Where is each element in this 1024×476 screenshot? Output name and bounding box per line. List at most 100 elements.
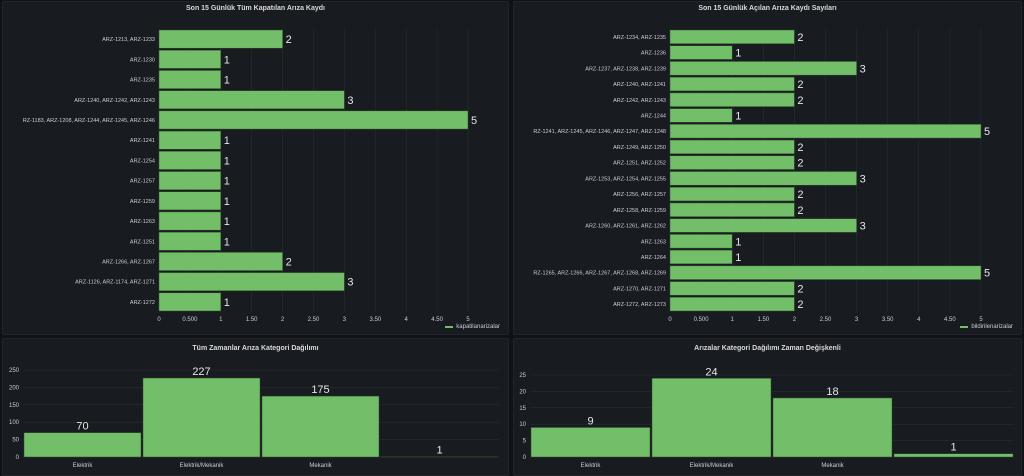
legend-label: kapatilanarizalar: [456, 324, 500, 330]
category-label: ARZ-1237, ARZ-1238, ARZ-1239: [585, 66, 666, 72]
category-label: ARZ-1236: [641, 51, 666, 57]
data-label: 1: [735, 48, 741, 60]
panel-closed-faults: Son 15 Günlük Tüm Kapatılan Arıza Kaydı …: [2, 1, 509, 335]
data-label: 2: [797, 189, 803, 201]
legend[interactable]: bildirilenarizalar: [960, 324, 1013, 330]
bar: [158, 29, 283, 49]
data-label: 2: [797, 158, 803, 170]
bar: [669, 218, 857, 233]
data-label: 1: [224, 135, 230, 147]
opened-faults-bar-chart: 0 0.500 1 1.50 2 2.50 3 3.50 4 4.50 5 ARZ-1234, ARZ…: [533, 29, 990, 323]
panel-title[interactable]: Son 15 Günlük Tüm Kapatılan Arıza Kaydı: [186, 5, 325, 12]
x-tick-label: 3: [855, 317, 859, 323]
category-label: ARZ-1263: [130, 219, 155, 225]
data-label: 5: [471, 115, 477, 127]
y-tick-label: 10: [519, 422, 526, 428]
data-label: 1: [735, 236, 741, 248]
data-label: 227: [192, 366, 210, 378]
x-tick-label: 1.50: [246, 317, 258, 323]
category-label: Elektrik/Mekanik: [690, 463, 735, 469]
bar: [142, 377, 261, 458]
bar: [772, 397, 893, 458]
category-label: RZ-1265, ARZ-1266, ARZ-1267, ARZ-1268, A…: [533, 271, 666, 277]
data-label: 2: [797, 142, 803, 154]
bar: [669, 297, 795, 312]
bar: [669, 124, 982, 139]
data-label: 2: [286, 256, 292, 268]
x-tick-label: 2: [793, 317, 797, 323]
category-label: ARZ-1254: [130, 158, 155, 164]
bar: [158, 231, 222, 251]
x-tick-label: 2.50: [820, 317, 832, 323]
category-label: ARZ-1230: [130, 57, 155, 63]
bar: [669, 155, 795, 170]
y-tick-label: 150: [9, 403, 20, 409]
category-label: ARZ-1126, ARZ-1174, ARZ-1271: [75, 280, 155, 286]
category-label: ARZ-1266, ARZ-1267: [102, 259, 155, 265]
bar: [669, 29, 795, 44]
closed-faults-bar-chart: 0 0.500 1 1.50 2 2.50 3 3.50 4 4.50 5 ARZ-1213, ARZ…: [23, 29, 477, 323]
x-tick-label: 4.50: [944, 317, 956, 323]
bar: [669, 281, 795, 296]
y-tick-label: 250: [9, 368, 20, 374]
bar: [158, 110, 469, 130]
x-tick-label: 4: [917, 317, 921, 323]
data-label: 9: [587, 415, 593, 427]
panel-title[interactable]: Tüm Zamanlar Arıza Kategori Dağılımı: [192, 345, 319, 352]
data-label: 1: [950, 442, 956, 454]
bar: [669, 61, 857, 76]
category-label: ARZ-1256, ARZ-1257: [613, 192, 666, 198]
category-label: ARZ-1242, ARZ-1243: [613, 98, 666, 104]
y-tick-label: 20: [519, 389, 526, 395]
y-tick-label: 0: [16, 455, 20, 461]
data-label: 3: [860, 63, 866, 75]
category-label: ARZ-1272: [130, 300, 155, 306]
data-label: 1: [224, 216, 230, 228]
category-label: ARZ-1253, ARZ-1254, ARZ-1255: [585, 176, 666, 182]
category-label: ARZ-1270, ARZ-1271: [613, 286, 666, 292]
bar: [669, 249, 733, 265]
bar: [530, 427, 651, 458]
bar: [669, 265, 982, 280]
bar: [158, 130, 222, 150]
category-label: Elektrik: [581, 463, 602, 469]
category-label: ARZ-1244: [641, 113, 666, 119]
category-label: Elektrik/Mekanik: [180, 463, 225, 469]
data-label: 175: [311, 384, 329, 396]
x-tick-label: 0: [668, 317, 672, 323]
category-label: Elektrik: [73, 463, 94, 469]
bar: [893, 453, 1014, 458]
category-label: ARZ-1272, ARZ-1273: [613, 302, 666, 308]
data-label: 1: [735, 110, 741, 122]
x-tick-label: 1: [731, 317, 735, 323]
bar: [158, 49, 222, 69]
bar: [669, 45, 733, 60]
category-label: ARZ-1263: [641, 239, 666, 245]
legend[interactable]: kapatilanarizalar: [445, 324, 500, 330]
data-label: 1: [224, 297, 230, 309]
category-label: RZ-1183, ARZ-1208, ARZ-1244, ARZ-1245, A…: [23, 118, 155, 124]
data-label: 1: [224, 54, 230, 66]
data-label: 18: [826, 386, 838, 398]
x-tick-label: 5: [979, 317, 983, 323]
y-tick-label: 25: [519, 373, 526, 379]
data-label: 5: [984, 126, 990, 138]
x-tick-label: 3: [343, 317, 347, 323]
category-time-range-bar-chart: 0 5 10 15 20 25 9 Elektrik 24 Elektrik/Mekanik 18 M…: [519, 366, 1014, 469]
data-label: 1: [735, 252, 741, 264]
x-tick-label: 2.50: [308, 317, 320, 323]
data-label: 1: [224, 236, 230, 248]
data-label: 1: [436, 445, 442, 457]
data-label: 2: [797, 205, 803, 217]
data-label: 2: [797, 299, 803, 311]
bar: [158, 171, 222, 190]
category-label: ARZ-1257: [130, 179, 155, 185]
bar: [158, 191, 222, 211]
x-tick-label: 0.500: [694, 317, 710, 323]
panel-title[interactable]: Arızalar Kategori Dağılımı Zaman Değişke…: [694, 345, 841, 352]
bar: [669, 171, 857, 186]
x-tick-label: 1: [219, 317, 223, 323]
panel-title[interactable]: Son 15 Günlük Açılan Arıza Kaydı Sayılar…: [698, 5, 837, 12]
category-label: ARZ-1260, ARZ-1261, ARZ-1262: [585, 224, 666, 230]
legend-swatch: [960, 326, 969, 328]
